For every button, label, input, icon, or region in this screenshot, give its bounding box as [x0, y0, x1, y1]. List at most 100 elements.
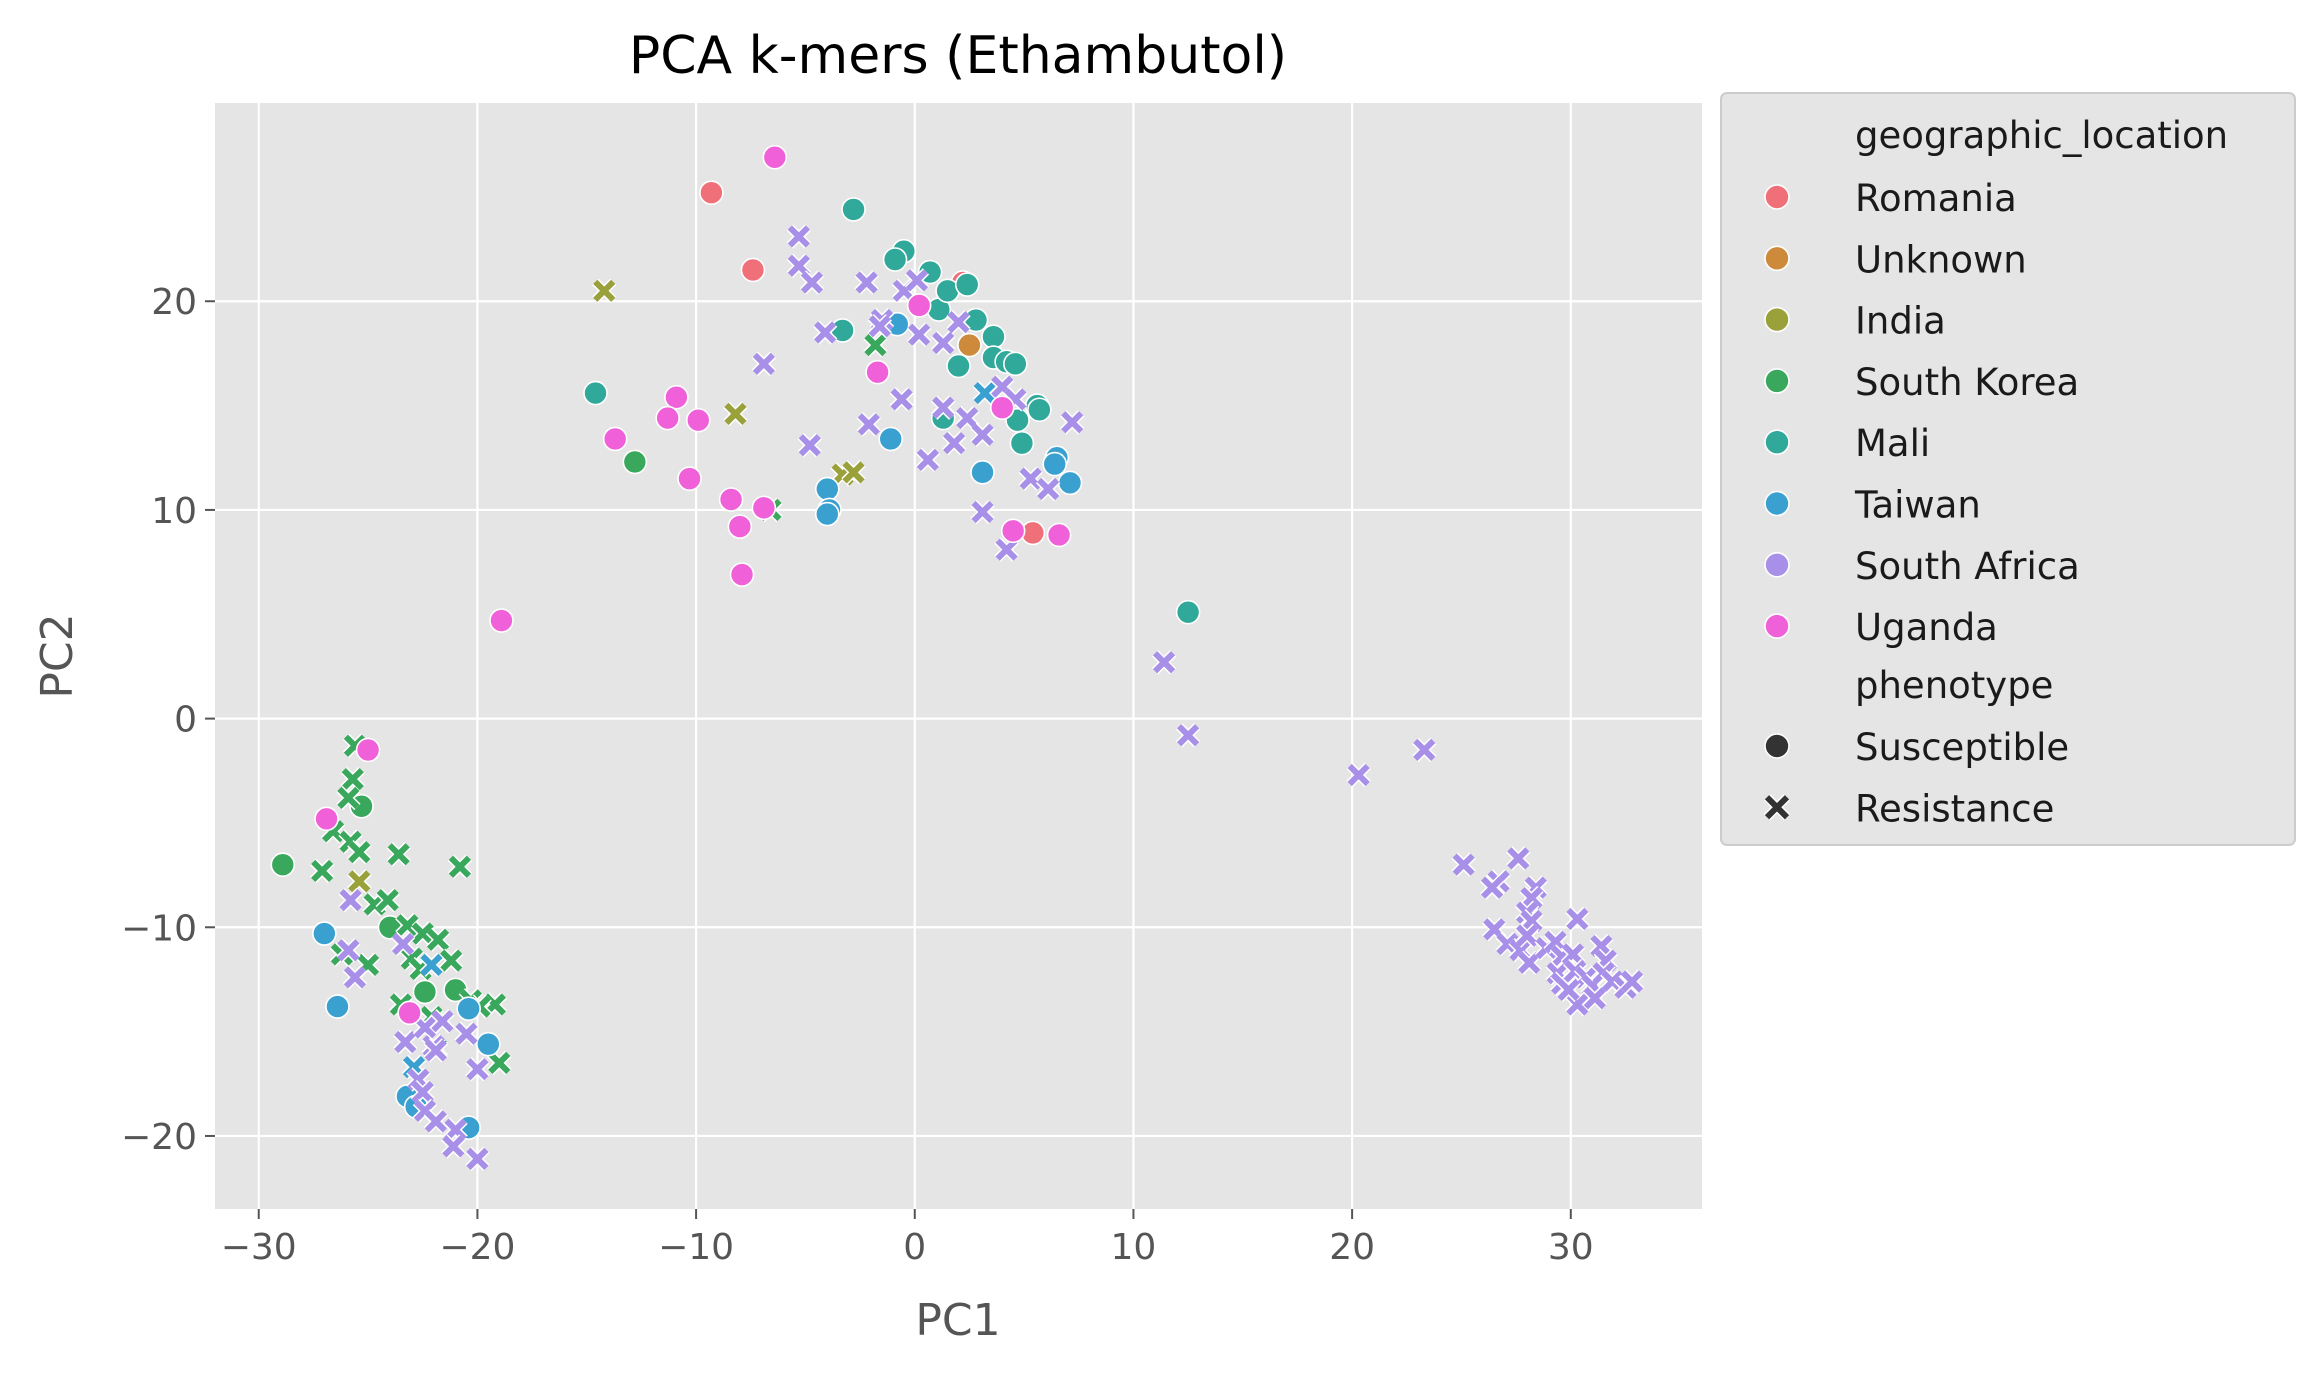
data-point [751, 351, 777, 377]
data-point [1151, 650, 1177, 675]
data-point [454, 1021, 479, 1046]
data-point [814, 476, 840, 502]
data-point [797, 433, 822, 458]
y-axis-label: PC2 [32, 613, 83, 698]
legend-marker [1764, 490, 1790, 517]
legend-marker [1764, 184, 1790, 210]
data-point [1346, 762, 1371, 788]
x-axis-ticks: −30 −20 −10 0 10 20 30 [221, 1209, 1594, 1268]
data-point [727, 514, 753, 539]
legend-marker [1764, 368, 1790, 394]
data-point [1517, 950, 1542, 975]
y-tick-label: −10 [121, 908, 197, 949]
data-point [931, 330, 956, 356]
x-tick-label: 10 [1111, 1227, 1157, 1268]
data-point [336, 785, 361, 811]
legend-marker [1764, 551, 1790, 578]
data-point [863, 332, 888, 358]
y-tick-label: 10 [151, 491, 197, 532]
data-point [1582, 986, 1608, 1011]
data-point [423, 1109, 449, 1134]
data-point [355, 737, 381, 763]
legend-marker [1764, 613, 1790, 639]
legend-hue-title: geographic_location [1855, 114, 2228, 157]
data-point [347, 869, 372, 894]
data-point [347, 839, 372, 865]
data-point [931, 395, 956, 420]
legend-marker [1764, 733, 1790, 759]
data-point [762, 144, 788, 170]
data-point [1018, 466, 1043, 491]
legend-label: India [1855, 300, 1946, 343]
data-point [390, 931, 416, 957]
y-tick-label: −20 [121, 1117, 197, 1158]
x-tick-label: −10 [658, 1227, 734, 1268]
data-point [309, 858, 335, 884]
data-point [447, 854, 473, 879]
data-point [1479, 875, 1505, 900]
x-tick-label: 30 [1548, 1227, 1594, 1268]
legend-marker [1764, 306, 1790, 333]
data-point [1589, 933, 1614, 959]
data-point [812, 320, 838, 345]
data-point [1175, 723, 1201, 748]
data-point [487, 1050, 512, 1076]
data-point [1027, 397, 1052, 423]
data-point [425, 927, 451, 952]
data-point [419, 952, 444, 978]
data-point [342, 965, 368, 990]
data-point [441, 1134, 466, 1159]
data-point [867, 314, 892, 339]
data-point [386, 842, 411, 867]
data-point [395, 913, 420, 938]
data-point [946, 353, 971, 379]
data-point [957, 332, 982, 358]
data-points [270, 144, 1645, 1172]
data-point [1514, 923, 1540, 948]
data-point [941, 430, 967, 456]
data-point [476, 1031, 501, 1057]
data-point [1451, 852, 1476, 877]
data-point [1042, 451, 1068, 477]
data-point [889, 387, 914, 412]
data-point [970, 422, 995, 447]
data-point [981, 324, 1006, 350]
x-tick-label: −30 [221, 1227, 297, 1268]
data-point [1035, 476, 1061, 502]
legend-marker [1764, 429, 1790, 456]
data-point [1560, 942, 1586, 967]
data-point [1060, 410, 1085, 435]
legend-hue-entries: Romania Unknown India South Korea Mali Taiwan… [1764, 177, 2080, 649]
data-point [882, 247, 908, 272]
data-point [583, 380, 608, 406]
data-point [677, 466, 702, 491]
data-point [915, 447, 941, 473]
legend-style-title: phenotype [1855, 664, 2053, 707]
data-point [325, 994, 350, 1019]
data-point [438, 948, 464, 973]
data-point [393, 1029, 418, 1055]
data-point [410, 921, 435, 946]
data-point [972, 380, 997, 406]
data-point [946, 309, 971, 335]
x-tick-label: 20 [1329, 1227, 1375, 1268]
data-point [1000, 518, 1026, 544]
legend-box [1720, 92, 2296, 846]
data-point [312, 921, 337, 946]
data-point [270, 852, 296, 877]
y-tick-label: 20 [151, 282, 197, 323]
data-point [699, 180, 724, 206]
data-point [1412, 737, 1437, 763]
data-point [592, 278, 617, 303]
data-point [1519, 908, 1544, 934]
legend-label: South Africa [1855, 545, 2080, 588]
data-point [751, 495, 777, 521]
data-point [904, 268, 930, 293]
chart-title: PCA k-mers (Ethambutol) [629, 26, 1287, 86]
legend-label: Susceptible [1855, 726, 2069, 769]
data-point [1506, 846, 1531, 871]
data-point [443, 1117, 468, 1142]
data-point [489, 608, 514, 633]
data-point [723, 401, 748, 427]
